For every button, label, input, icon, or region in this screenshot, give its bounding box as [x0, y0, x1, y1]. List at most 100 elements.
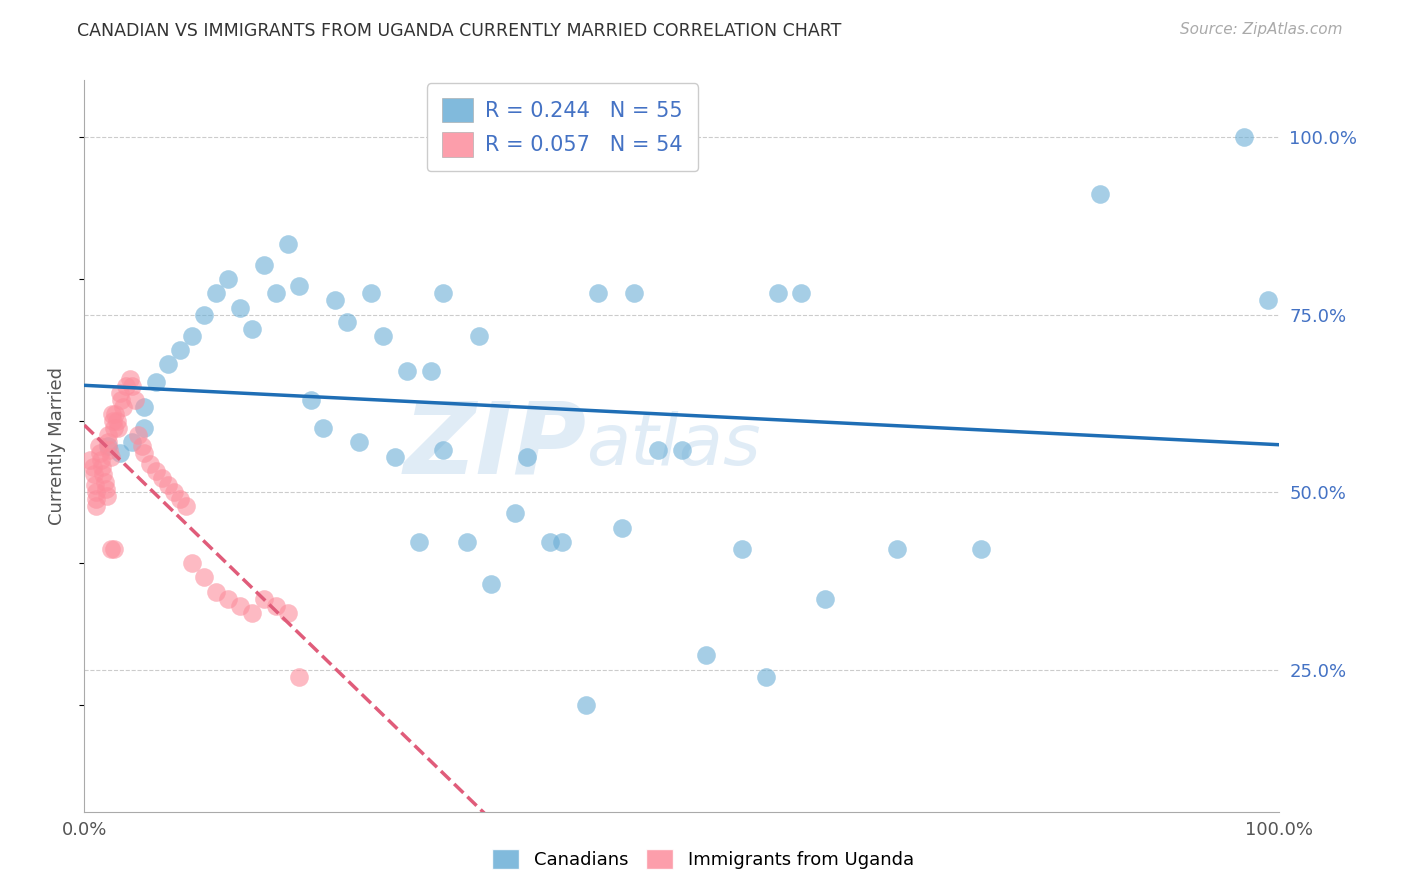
Point — [205, 286, 228, 301]
Point — [623, 286, 645, 301]
Point — [193, 308, 215, 322]
Point — [145, 464, 167, 478]
Point — [79, 453, 101, 467]
Point — [301, 392, 323, 407]
Point — [121, 435, 143, 450]
Point — [105, 414, 128, 428]
Point — [1233, 130, 1256, 145]
Point — [110, 446, 132, 460]
Point — [101, 407, 124, 421]
Point — [217, 272, 239, 286]
Point — [288, 279, 311, 293]
Point — [90, 453, 112, 467]
Point — [110, 385, 132, 400]
Point — [181, 556, 204, 570]
Point — [325, 293, 347, 308]
Point — [253, 258, 276, 272]
Point — [97, 428, 120, 442]
Point — [86, 492, 108, 507]
Point — [89, 446, 111, 460]
Point — [408, 534, 430, 549]
Point — [132, 400, 156, 414]
Point — [503, 507, 526, 521]
Point — [169, 343, 191, 358]
Point — [86, 485, 108, 500]
Point — [312, 421, 335, 435]
Point — [93, 467, 115, 482]
Point — [94, 482, 117, 496]
Point — [551, 534, 574, 549]
Point — [264, 599, 287, 613]
Point — [755, 670, 778, 684]
Point — [479, 577, 502, 591]
Point — [1257, 293, 1279, 308]
Text: ZIP: ZIP — [404, 398, 586, 494]
Point — [360, 286, 382, 301]
Point — [132, 446, 156, 460]
Point — [240, 322, 263, 336]
Point — [264, 286, 287, 301]
Point — [217, 591, 239, 606]
Point — [205, 584, 228, 599]
Point — [277, 606, 299, 620]
Point — [277, 236, 299, 251]
Point — [84, 478, 107, 492]
Point — [131, 439, 153, 453]
Point — [432, 442, 454, 457]
Point — [110, 392, 132, 407]
Point — [100, 541, 122, 556]
Point — [790, 286, 813, 301]
Point — [695, 648, 717, 663]
Point — [103, 421, 125, 435]
Point — [121, 378, 143, 392]
Y-axis label: Currently Married: Currently Married — [48, 367, 66, 525]
Point — [100, 450, 122, 464]
Point — [97, 435, 120, 450]
Point — [111, 400, 134, 414]
Point — [83, 467, 105, 482]
Point — [671, 442, 693, 457]
Point — [127, 428, 149, 442]
Text: CANADIAN VS IMMIGRANTS FROM UGANDA CURRENTLY MARRIED CORRELATION CHART: CANADIAN VS IMMIGRANTS FROM UGANDA CURRE… — [77, 22, 842, 40]
Point — [766, 286, 789, 301]
Point — [103, 541, 125, 556]
Point — [516, 450, 538, 464]
Point — [132, 421, 156, 435]
Point — [174, 500, 197, 514]
Point — [115, 378, 138, 392]
Point — [420, 364, 443, 378]
Point — [96, 489, 118, 503]
Point — [432, 286, 454, 301]
Point — [101, 414, 124, 428]
Point — [384, 450, 406, 464]
Point — [253, 591, 276, 606]
Point — [336, 315, 359, 329]
Point — [150, 471, 173, 485]
Point — [612, 521, 634, 535]
Point — [107, 421, 129, 435]
Point — [104, 407, 127, 421]
Point — [163, 485, 186, 500]
Point — [970, 541, 993, 556]
Point — [97, 439, 120, 453]
Point — [588, 286, 610, 301]
Point — [98, 442, 121, 457]
Point — [575, 698, 598, 713]
Point — [1090, 186, 1112, 201]
Point — [169, 492, 191, 507]
Point — [86, 500, 108, 514]
Point — [157, 357, 180, 371]
Point — [468, 329, 491, 343]
Point — [229, 301, 252, 315]
Point — [396, 364, 419, 378]
Point — [229, 599, 252, 613]
Point — [91, 460, 114, 475]
Point — [349, 435, 371, 450]
Point — [157, 478, 180, 492]
Legend: R = 0.244   N = 55, R = 0.057   N = 54: R = 0.244 N = 55, R = 0.057 N = 54 — [427, 83, 697, 171]
Point — [456, 534, 478, 549]
Point — [82, 460, 104, 475]
Point — [814, 591, 837, 606]
Point — [145, 375, 167, 389]
Legend: Canadians, Immigrants from Uganda: Canadians, Immigrants from Uganda — [484, 839, 922, 879]
